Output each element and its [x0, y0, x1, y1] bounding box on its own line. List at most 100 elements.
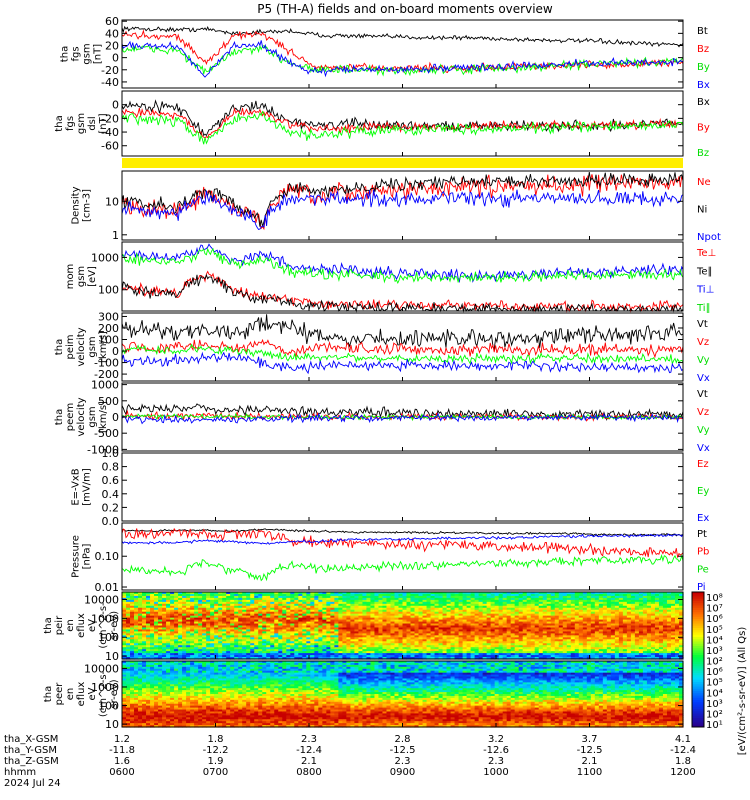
colorbar-tick-label: 10⁷: [706, 604, 723, 615]
y-axis-label: thafgsgsmdsl[nT]: [54, 113, 109, 134]
legend-item: Ni: [697, 205, 707, 216]
series-group-fgs_gsm: [121, 25, 684, 78]
legend-item: Pb: [697, 547, 709, 558]
colorbar-tick-label: 10³: [706, 646, 723, 657]
colorbar-label: [eV/(cm²-s-sr-eV)] (All Qs): [737, 627, 748, 756]
y-tick-label: 100: [98, 700, 119, 713]
colorbar-frame: [691, 591, 705, 728]
y-tick-label: 1000: [91, 681, 119, 694]
y-tick-label: 0: [112, 411, 119, 424]
legend-item: Te⊥: [696, 248, 716, 259]
y-tick-label: 100: [98, 631, 119, 644]
y-tick-label: 10000: [84, 594, 119, 607]
ephemeris-value: -12.2: [203, 745, 229, 756]
series-group-peem_velocity: [121, 403, 684, 425]
legend-fgs_gsm_dsl: Bx By Bz: [697, 97, 710, 159]
legend-item: Vt: [697, 319, 708, 330]
legend-peem_velocity: Vt Vz Vy Vx: [697, 389, 710, 454]
legend-item: Bz: [697, 44, 709, 55]
sunlight-bar: [122, 158, 683, 168]
ephemeris-value: 1.8: [208, 734, 224, 745]
y-tick-label: 0.10: [95, 550, 120, 563]
ephemeris-value: 3.2: [488, 734, 504, 745]
ephemeris-value: -12.5: [390, 745, 416, 756]
y-tick-label: -500: [94, 427, 119, 440]
y-tick-label: 200: [98, 322, 119, 335]
legend-item: Ti⊥: [696, 285, 714, 296]
panel-frame: [121, 452, 684, 522]
series-line-Bx: [121, 99, 684, 137]
legend-item: Vz: [697, 407, 709, 418]
series-group-temperature: [121, 243, 684, 313]
plot-title: P5 (TH-A) fields and on-board moments ov…: [257, 2, 553, 16]
y-tick-label: 0: [112, 99, 119, 112]
y-tick-label: -100: [94, 357, 119, 370]
series-line-Vx: [121, 412, 684, 425]
legend-item: Te∥: [696, 266, 713, 277]
legend-item: Ez: [697, 459, 709, 470]
series-group-density: [121, 172, 684, 231]
y-tick-label: 0.01: [95, 581, 120, 594]
y-axis-label: momgsm[eV]: [65, 264, 98, 290]
legend-e_field: Ez Ey Ex: [697, 459, 709, 524]
colorbar-tick-label: 10¹: [706, 720, 723, 731]
series-line-Npot: [121, 189, 684, 231]
panels: 6040200-20-40thafgsgsm[nT]BtBzByBx0-20-4…: [43, 15, 721, 731]
colorbar-tick-label: 10⁵: [706, 625, 723, 636]
series-line-Vt: [121, 403, 684, 422]
y-tick-label: 0.6: [102, 474, 120, 487]
legend-item: Vx: [697, 373, 710, 384]
ephemeris-value: -12.4: [296, 745, 322, 756]
panel-density: 10 1 Density[cm-3] Ne Ni Npot: [71, 170, 721, 243]
ephemeris-value: 2.3: [488, 756, 504, 767]
series-line-Pi: [121, 533, 684, 545]
y-axis-label: Pressure[nPa]: [71, 535, 93, 578]
heatmap-cells-peir_en_eflux: [122, 592, 684, 660]
y-axis-label: thapeimvelocitygsm[km/s]: [54, 327, 109, 366]
ephemeris-value: 2.8: [395, 734, 411, 745]
legend-item: Ne: [697, 177, 711, 188]
y-tick-label: 100: [98, 334, 119, 347]
series-line-Ni: [121, 172, 684, 227]
spectrogram-colorbar: 10⁸10⁷10⁶10⁵10⁴10³10²10⁶10⁵10⁴10³10²10¹[…: [691, 591, 748, 756]
ephemeris-value: 2.1: [301, 756, 317, 767]
series-line-Te⊥: [121, 270, 684, 313]
series-line-Bz: [121, 110, 684, 145]
panel-sunlight: [122, 158, 683, 168]
panel-peir_en_eflux: 10000 1000 100 10thapeirenefluxeV(cm^2-s-sr…: [43, 591, 684, 663]
series-line-Bt: [121, 25, 684, 48]
ephemeris-row-label: tha_Z-GSM: [4, 756, 59, 767]
ephemeris-value: 1.2: [114, 734, 130, 745]
series-line-Vy: [121, 343, 684, 366]
ephemeris-value: 1200: [670, 767, 695, 778]
ephemeris-value: 1.8: [675, 756, 691, 767]
ephemeris-value: 0600: [109, 767, 134, 778]
legend-item: Ex: [697, 513, 709, 524]
ephemeris-value: -12.6: [483, 745, 509, 756]
colorbar-tick-label: 10²: [706, 709, 723, 720]
legend-item: Bt: [697, 26, 708, 37]
y-tick-label: 0.8: [102, 461, 120, 474]
series-group-peim_velocity: [121, 314, 684, 375]
ephemeris-value: 1000: [483, 767, 508, 778]
series-line-Pb: [121, 527, 684, 558]
ephemeris-value: 1.6: [114, 756, 130, 767]
ephemeris-row-label: hhmm: [4, 767, 36, 778]
legend-item: Vy: [697, 425, 710, 436]
y-axis-label: Density[cm-3]: [71, 186, 93, 224]
y-tick-label: 1000: [91, 251, 119, 264]
y-tick-label: 1000: [91, 612, 119, 625]
series-group-fgs_gsm_dsl: [121, 99, 684, 145]
x-axis-labels: tha_X-GSM 1.2 1.8 2.3 2.8 3.2 3.7 4.1 tha_Y-GSM -…: [4, 734, 696, 789]
legend-item: Pi: [697, 582, 706, 593]
y-tick-label: 500: [98, 395, 119, 408]
ephemeris-value: 0800: [296, 767, 321, 778]
ephemeris-row-label: tha_X-GSM: [4, 734, 58, 745]
series-line-Vt: [121, 314, 684, 352]
legend-item: Ey: [697, 486, 709, 497]
series-line-Ne: [121, 174, 684, 231]
legend-item: Bx: [697, 97, 710, 108]
